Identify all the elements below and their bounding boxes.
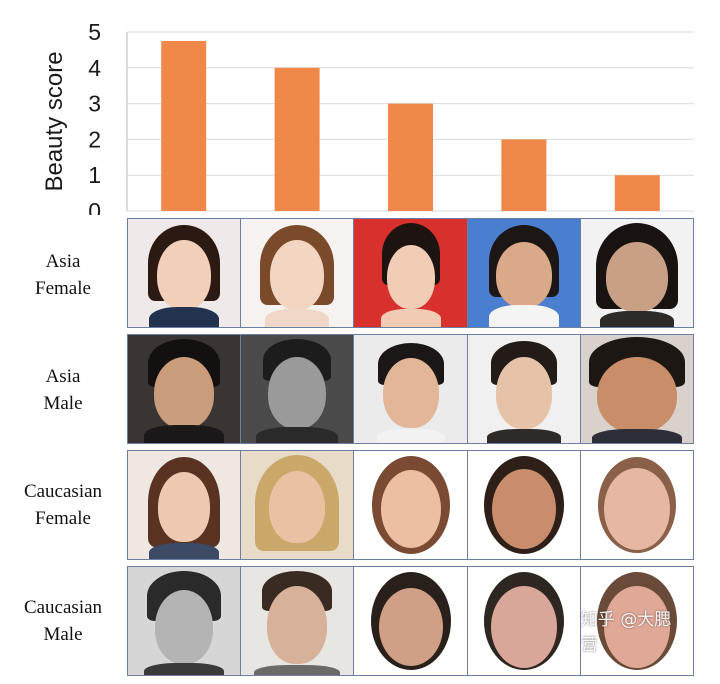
- watermark: 知乎 @大腮营: [580, 610, 672, 655]
- y-tick-label: 1: [88, 162, 101, 188]
- face-photo: [241, 219, 355, 327]
- row-label-asia-male: Asia Male: [4, 336, 122, 444]
- row-label-line2: Female: [35, 508, 91, 529]
- row-label-line1: Asia: [45, 366, 81, 387]
- row-label-line2: Male: [43, 624, 83, 645]
- face-photo: [128, 219, 242, 327]
- face-photo: [580, 219, 694, 327]
- bar: [274, 67, 320, 211]
- row-label-caucasian-female: Caucasian Female: [4, 450, 122, 560]
- row-label-line1: Caucasian: [23, 597, 103, 618]
- face-photo: [241, 451, 355, 559]
- bar: [161, 40, 207, 212]
- y-tick-label: 0: [88, 198, 101, 215]
- photo-row-asia-male: [127, 334, 694, 444]
- y-tick-label: 3: [88, 91, 101, 117]
- bar: [614, 175, 660, 211]
- face-photo: [467, 451, 581, 559]
- photo-row-caucasian-male: 知乎 @大腮营: [127, 566, 694, 676]
- face-photo: [354, 335, 468, 443]
- y-axis-label: Beauty score: [41, 51, 68, 191]
- face-photo: [580, 335, 694, 443]
- y-tick-label: 5: [88, 19, 101, 45]
- row-label-line1: Caucasian: [23, 481, 103, 502]
- row-label-caucasian-male: Caucasian Male: [4, 566, 122, 676]
- face-photo: [128, 451, 242, 559]
- row-label-line2: Male: [43, 393, 83, 414]
- face-photo: [580, 451, 694, 559]
- photo-row-caucasian-female: [127, 450, 694, 560]
- photo-row-asia-female: [127, 218, 694, 328]
- bar: [388, 103, 433, 211]
- face-photo: 知乎 @大腮营: [580, 567, 694, 675]
- y-tick-label: 4: [88, 55, 101, 81]
- face-photo: [467, 219, 581, 327]
- face-photo: [128, 335, 242, 443]
- y-tick-label: 2: [88, 126, 101, 152]
- face-photo: [467, 335, 581, 443]
- face-photo: [241, 335, 355, 443]
- face-photo: [354, 451, 468, 559]
- face-photo: [354, 219, 468, 327]
- row-label-line1: Asia: [45, 251, 81, 272]
- row-label-asia-female: Asia Female: [4, 222, 122, 328]
- face-photo: [354, 567, 468, 675]
- row-label-line2: Female: [35, 278, 91, 299]
- face-photo: [241, 567, 355, 675]
- face-photo: [467, 567, 581, 675]
- face-photo: [128, 567, 242, 675]
- beauty-score-bar-chart: 0 1 2 3 4 5 Beauty score: [41, 19, 694, 215]
- bar: [501, 139, 547, 211]
